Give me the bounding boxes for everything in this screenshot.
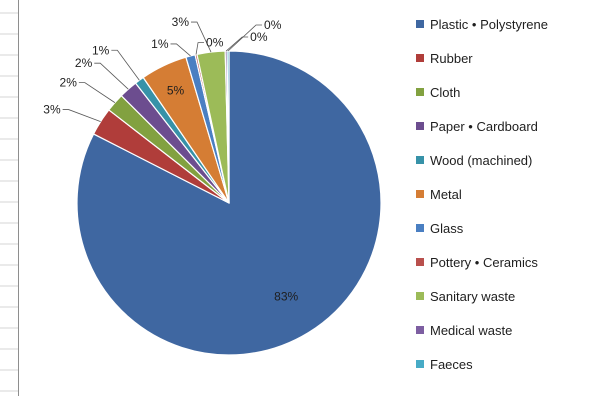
- data-label-cloth: 2%: [60, 76, 78, 90]
- legend-swatch-faeces: [416, 360, 424, 368]
- data-label-glass: 1%: [151, 37, 169, 51]
- legend-label-glass: Glass: [430, 221, 464, 236]
- legend-label-paper-cardboard: Paper • Cardboard: [430, 119, 538, 134]
- data-label-pottery-ceramics: 0%: [206, 36, 224, 50]
- leader-line-wood-machined: [111, 49, 140, 81]
- pie-chart: 83%3%2%2%1%5%1% 0%3%0%0% Plastic • Polyst…: [43, 15, 548, 372]
- data-label-plastic-polystyrene: 83%: [274, 289, 298, 303]
- legend: Plastic • Polystyrene Rubber Cloth Paper • …: [416, 17, 548, 372]
- data-label-sanitary-waste: 3%: [172, 15, 190, 29]
- leader-line-rubber: [62, 109, 101, 122]
- legend-label-medical-waste: Medical waste: [430, 323, 512, 338]
- legend-swatch-paper-cardboard: [416, 122, 424, 130]
- legend-label-metal: Metal: [430, 187, 462, 202]
- legend-swatch-metal: [416, 190, 424, 198]
- legend-swatch-wood-machined: [416, 156, 424, 164]
- leader-line-pottery-ceramics: [195, 42, 205, 55]
- legend-swatch-rubber: [416, 54, 424, 62]
- leader-line-sanitary-waste: [191, 21, 212, 53]
- legend-swatch-medical-waste: [416, 326, 424, 334]
- pie-slice-faeces[interactable]: [226, 50, 230, 204]
- legend-swatch-pottery-ceramics: [416, 258, 424, 266]
- data-label-rubber: 3%: [43, 103, 61, 117]
- leader-line-faeces: [227, 24, 263, 52]
- legend-swatch-glass: [416, 224, 424, 232]
- pie-slice-plastic-polystyrene[interactable]: [76, 50, 382, 356]
- legend-label-wood-machined: Wood (machined): [430, 153, 532, 168]
- chart-area[interactable]: 83% 3% 2% 2% 1% 5% 1% 0% 3% 0% 0% Plastic • Polyst…: [18, 0, 602, 396]
- leader-line-medical-waste: [225, 36, 249, 52]
- leader-line-glass: [170, 43, 191, 57]
- legend-swatch-sanitary-waste: [416, 292, 424, 300]
- legend-label-sanitary-waste: Sanitary waste: [430, 289, 515, 304]
- legend-label-rubber: Rubber: [430, 51, 473, 66]
- data-label-medical-waste: 0%: [250, 30, 268, 44]
- legend-label-cloth: Cloth: [430, 85, 460, 100]
- data-label-metal: 5%: [167, 83, 185, 97]
- legend-label-plastic-polystyrene: Plastic • Polystyrene: [430, 17, 548, 32]
- leader-line-cloth: [78, 82, 116, 103]
- legend-swatch-plastic-polystyrene: [416, 20, 424, 28]
- data-label-wood-machined: 1%: [92, 43, 110, 57]
- data-labels: 83%3%2%2%1%5%1% 0%3%0%0%: [43, 15, 298, 303]
- data-label-faeces: 0%: [264, 18, 282, 32]
- pie-slices: [76, 50, 382, 356]
- legend-swatch-cloth: [416, 88, 424, 96]
- data-label-paper-cardboard: 2%: [75, 56, 93, 70]
- leader-line-paper-cardboard: [94, 62, 129, 90]
- legend-label-pottery-ceramics: Pottery • Ceramics: [430, 255, 538, 270]
- leader-lines: [62, 21, 263, 122]
- legend-label-faeces: Faeces: [430, 357, 473, 372]
